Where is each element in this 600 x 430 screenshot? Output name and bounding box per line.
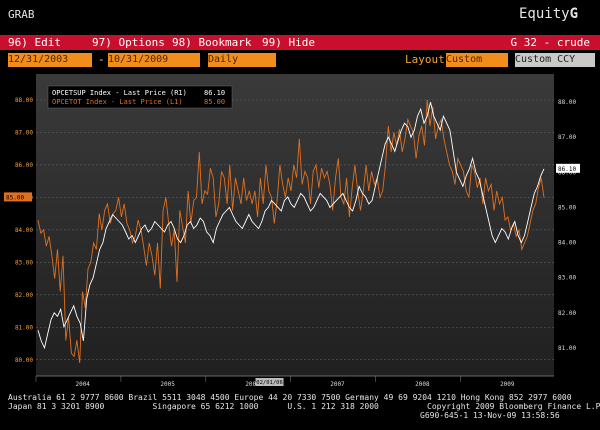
menu-options-num: 97): [92, 36, 112, 49]
chart-area: 80.00 81.00 82.00 83.00 84.00 85.00 86.00 87.00…: [0, 70, 600, 390]
menu-bar: 96) Edit 97) Options 98) Bookmark 99) Hi…: [0, 35, 600, 50]
function-label: G: [569, 6, 578, 22]
start-date-field[interactable]: 12/31/2003: [8, 53, 92, 67]
right-tick-label: 81.00: [558, 345, 576, 352]
right-current-box: [556, 163, 580, 173]
x-tick-label: 2009: [500, 381, 515, 388]
x-tick-label: 2004: [75, 381, 90, 388]
series-line-opcetsup: [37, 101, 545, 350]
left-tick-label: 80.00: [15, 357, 33, 364]
page-code: G 32 - crude: [510, 36, 590, 49]
footer-line-2: Japan 81 3 3201 8900 Singapore 65 6212 1…: [8, 402, 600, 411]
menu-edit[interactable]: 96) Edit: [8, 36, 61, 49]
footer-stamp: G690-645-1 13-Nov-09 13:58:56: [420, 411, 560, 420]
ccy-field[interactable]: Custom CCY: [515, 53, 595, 67]
legend-entry-tot: OPCETOT Index - Last Price (L1): [52, 98, 183, 106]
menu-edit-num: 96): [8, 36, 28, 49]
right-axis: 81.00 82.00 83.00 84.00 85.00 86.00 87.00 88.00…: [556, 99, 580, 352]
legend: OPCETSUP Index - Last Price (R1) 86.10 O…: [47, 85, 233, 109]
menu-bookmark-num: 98): [172, 36, 192, 49]
date-separator: -: [98, 53, 105, 66]
x-tick-label: 2006: [245, 381, 260, 388]
legend-entry-sup: OPCETSUP Index - Last Price (R1): [52, 89, 187, 97]
menu-edit-label: Edit: [34, 36, 62, 49]
right-tick-label: 82.00: [558, 310, 576, 317]
menu-options[interactable]: 97) Options: [92, 36, 165, 49]
period-field[interactable]: Daily: [208, 53, 276, 67]
left-tick-label: 87.00: [15, 129, 33, 136]
left-current-value: 85.00: [6, 194, 24, 201]
x-date-highlight-label: 02/01/06: [256, 380, 283, 386]
price-chart: 80.00 81.00 82.00 83.00 84.00 85.00 86.00 87.00…: [4, 74, 580, 388]
menu-hide-num: 99): [262, 36, 282, 49]
footer-contacts: Australia 61 2 9777 8600 Brazil 5511 304…: [8, 393, 600, 411]
legend-box: [47, 85, 233, 109]
right-tick-label: 83.00: [558, 275, 576, 282]
menu-options-label: Options: [118, 36, 165, 49]
controls-bar: 12/31/2003 - 10/31/2009 Daily Layout Cus…: [0, 52, 600, 68]
left-tick-label: 81.00: [15, 324, 33, 331]
right-tick-label: 85.00: [558, 204, 576, 211]
series-line-opcetot: [37, 99, 545, 364]
legend-value-sup: 86.10: [204, 89, 225, 97]
top-bar: GRAB EquityG: [0, 0, 600, 34]
menu-hide[interactable]: 99) Hide: [262, 36, 315, 49]
right-tick-label: 87.00: [558, 134, 576, 141]
plot-background: [36, 74, 554, 376]
grab-label[interactable]: GRAB: [8, 8, 35, 21]
equity-label: Equity: [518, 6, 570, 22]
layout-label: Layout: [405, 53, 445, 66]
menu-hide-label: Hide: [288, 36, 316, 49]
right-tick-label: 88.00: [558, 99, 576, 106]
right-tick-label: 84.00: [558, 240, 576, 247]
left-tick-label: 84.00: [15, 227, 33, 234]
x-tick-label: 2005: [160, 381, 175, 388]
legend-value-tot: 85.00: [204, 98, 225, 106]
x-date-highlight: [255, 378, 284, 386]
end-date-field[interactable]: 10/31/2009: [108, 53, 200, 67]
left-tick-label: 88.00: [15, 97, 33, 104]
x-tick-label: 2008: [415, 381, 430, 388]
layout-field[interactable]: Custom: [446, 53, 508, 67]
left-tick-label: 86.00: [15, 162, 33, 169]
market-sector-label: EquityG: [519, 6, 578, 22]
right-tick-label: 86.00: [558, 169, 576, 176]
x-tick-label: 2007: [330, 381, 345, 388]
left-tick-label: 83.00: [15, 259, 33, 266]
x-axis: 2004 2005 2006 2007 2008 2009 02/01/06: [35, 375, 554, 388]
right-current-value: 86.10: [558, 166, 576, 173]
left-current-box: [4, 192, 32, 202]
left-tick-label: 82.00: [15, 292, 33, 299]
footer-line-1: Australia 61 2 9777 8600 Brazil 5511 304…: [8, 393, 572, 402]
left-axis: 80.00 81.00 82.00 83.00 84.00 85.00 86.00 87.00…: [4, 97, 33, 364]
menu-bookmark[interactable]: 98) Bookmark: [172, 36, 251, 49]
menu-bookmark-label: Bookmark: [198, 36, 252, 49]
series-lines: [37, 99, 545, 364]
